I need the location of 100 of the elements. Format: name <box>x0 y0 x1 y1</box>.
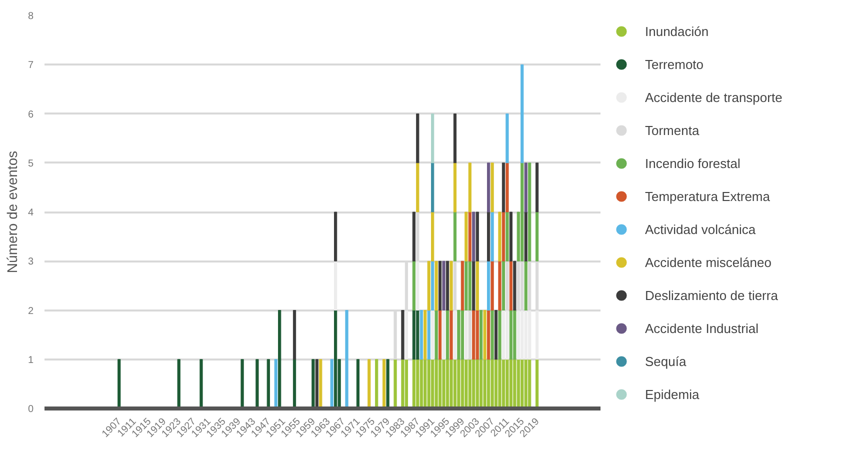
bar <box>476 260 479 310</box>
bar <box>457 359 460 408</box>
y-tick-label: 6 <box>28 109 34 120</box>
bar <box>427 310 430 360</box>
legend-label: Temperatura Extrema <box>645 188 770 204</box>
bar <box>446 359 450 408</box>
bar <box>431 359 434 408</box>
bar <box>256 359 259 408</box>
legend-label: Deslizamiento de tierra <box>645 288 778 302</box>
bar <box>401 359 404 408</box>
bar <box>431 310 434 360</box>
bar <box>490 212 494 262</box>
bar <box>487 310 490 360</box>
bar <box>442 359 446 408</box>
bar <box>468 212 472 262</box>
bar <box>524 359 528 408</box>
bar <box>442 260 446 310</box>
bar <box>468 359 472 408</box>
bar <box>472 359 476 408</box>
bar <box>487 162 490 212</box>
bar <box>412 359 416 408</box>
bar <box>330 359 334 408</box>
bar <box>528 162 532 262</box>
bar <box>404 359 408 408</box>
bar <box>524 162 528 212</box>
bar <box>490 162 494 212</box>
bar <box>536 260 539 310</box>
bar <box>494 359 498 408</box>
y-tick-label: 0 <box>28 404 34 415</box>
bar <box>177 359 180 408</box>
bar <box>404 310 408 360</box>
bar <box>450 310 453 360</box>
bar <box>509 310 512 360</box>
bar <box>498 359 502 408</box>
bar <box>516 359 520 408</box>
bar <box>278 310 282 408</box>
bar <box>490 359 494 408</box>
bar <box>506 212 509 262</box>
bar <box>453 162 457 212</box>
bar <box>528 260 532 310</box>
bar <box>315 359 318 408</box>
bar <box>453 260 457 310</box>
bar <box>416 260 420 310</box>
bar <box>312 359 315 408</box>
bar <box>334 310 338 408</box>
bar <box>502 260 506 310</box>
bar <box>368 359 371 408</box>
bar <box>487 212 490 262</box>
bar <box>453 310 457 360</box>
bar <box>412 212 416 262</box>
bar <box>412 310 416 360</box>
bar <box>520 260 524 310</box>
bar <box>502 359 506 408</box>
bar <box>240 359 244 408</box>
legend-label: Inundación <box>645 24 709 38</box>
legend-label: Accidente misceláneo <box>645 254 772 270</box>
bar <box>498 310 502 360</box>
bar <box>416 162 420 212</box>
bar <box>516 310 520 360</box>
bar <box>528 359 532 408</box>
bar <box>420 359 423 408</box>
legend-label: Accidente de transporte <box>645 90 782 104</box>
y-tick-label: 1 <box>28 354 34 366</box>
bar <box>460 310 464 360</box>
bar <box>464 359 468 408</box>
bar <box>442 310 446 360</box>
bar <box>536 359 539 408</box>
bar <box>404 260 408 310</box>
bar <box>487 260 490 310</box>
bar <box>472 310 476 360</box>
bar <box>509 359 512 408</box>
legend-label: Terremoto <box>645 56 704 72</box>
bar <box>412 260 416 310</box>
bar <box>480 359 483 408</box>
bar <box>483 310 486 360</box>
bar <box>416 359 420 408</box>
bar <box>498 212 502 262</box>
legend-label: Accidente Industrial <box>645 320 758 336</box>
bar <box>292 310 296 360</box>
bar <box>453 212 457 262</box>
bar <box>476 359 479 408</box>
bar <box>416 212 420 262</box>
y-tick-label: 8 <box>28 11 34 22</box>
legend-label: Sequía <box>645 354 686 368</box>
bar <box>450 260 453 310</box>
bar <box>513 310 516 360</box>
bar <box>506 310 509 360</box>
bar <box>424 359 427 408</box>
bar <box>319 359 322 408</box>
bar <box>502 162 506 212</box>
bar <box>375 359 378 408</box>
bar <box>334 212 338 262</box>
bar <box>416 114 420 164</box>
bar <box>487 359 490 408</box>
y-tick-label: 5 <box>28 158 34 170</box>
bar <box>386 359 390 408</box>
legend-label: Incendio forestal <box>645 156 740 170</box>
bar <box>483 359 486 408</box>
bar <box>460 260 464 310</box>
bar <box>476 310 479 360</box>
